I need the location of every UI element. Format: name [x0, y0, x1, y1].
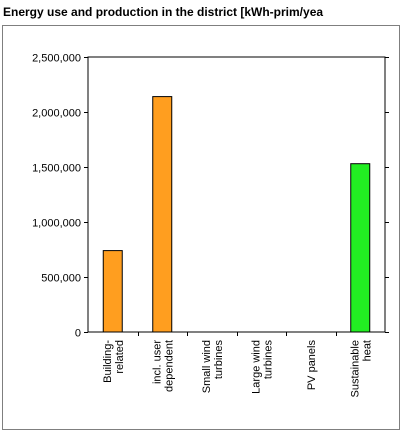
y-tick-label: 1,500,000: [32, 163, 81, 175]
x-tick-label: Sustainable heat: [349, 340, 373, 398]
chart-title: Energy use and production in the distric…: [3, 5, 324, 19]
y-tick-label: 1,000,000: [32, 218, 81, 230]
x-tick-label-line: incl. user: [151, 340, 163, 384]
x-tick-label: Building-related: [102, 340, 126, 383]
plot-area: [87, 56, 386, 333]
chart-frame: [2, 25, 400, 430]
x-tick-label-line: related: [114, 340, 126, 374]
x-tick-label: Small wind turbines: [201, 340, 225, 394]
bar: [350, 163, 371, 333]
y-tick-label: 2,500,000: [32, 53, 81, 65]
y-tick-label: 0: [75, 328, 81, 340]
x-tick-label-line: Small wind: [201, 340, 213, 393]
x-tick-label-line: Building-: [102, 340, 114, 383]
x-tick-label-line: PV panels: [306, 340, 318, 391]
x-tick-label-line: heat: [361, 340, 373, 361]
x-tick-label: PV panels: [306, 340, 318, 391]
x-tick-label-line: dependent: [163, 340, 175, 392]
y-tick-label: 2,000,000: [32, 108, 81, 120]
x-tick-label-line: Large wind: [250, 340, 262, 394]
bar: [152, 96, 173, 333]
x-tick-label: incl. user dependent: [151, 340, 175, 392]
bar: [102, 250, 123, 333]
x-tick-label-line: turbines: [213, 340, 225, 380]
x-tick-label-line: Sustainable: [349, 340, 361, 398]
y-tick-label: 500,000: [41, 273, 81, 285]
x-tick-label-line: turbines: [262, 340, 274, 380]
x-tick-label: Large wind turbines: [250, 340, 274, 394]
